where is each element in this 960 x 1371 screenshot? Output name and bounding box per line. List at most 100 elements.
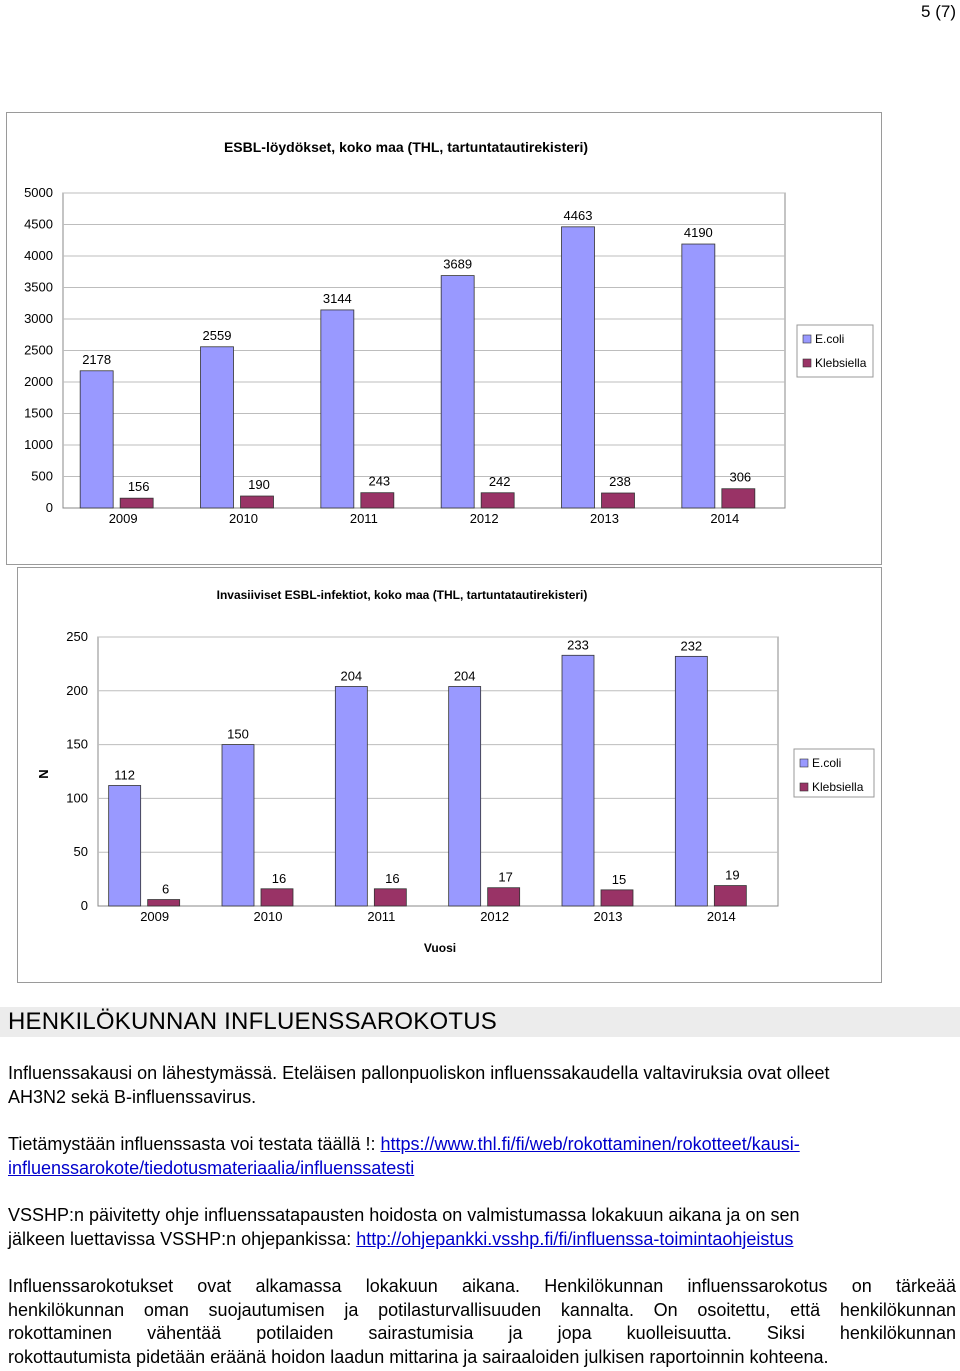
data-label-ecoli: 2178 — [82, 352, 111, 367]
data-label-klebsiella: 16 — [272, 871, 286, 886]
bar-ecoli — [334, 686, 368, 907]
x-tick-label: 2011 — [350, 511, 378, 526]
paragraph-guideline-line1: VSSHP:n päivitetty ohje influenssatapaus… — [8, 1205, 800, 1225]
paragraph-vaccination-line4: rokottautumista pidetään eräänä hoidon l… — [8, 1346, 829, 1367]
legend-swatch-klebsiella — [799, 782, 809, 792]
x-tick-label: 2012 — [480, 909, 509, 924]
data-label-klebsiella: 243 — [368, 474, 390, 489]
bar-ecoli — [681, 243, 716, 509]
x-tick-label: 2013 — [590, 511, 619, 526]
paragraph-vaccination-line2: henkilökunnan oman suojautumisen ja poti… — [8, 1299, 956, 1320]
y-tick-label: 4500 — [24, 217, 53, 232]
data-label-ecoli: 3689 — [443, 257, 472, 272]
legend-swatch-klebsiella — [802, 358, 812, 368]
guideline-link[interactable]: http://ohjepankki.vsshp.fi/fi/influenssa… — [356, 1228, 794, 1249]
bar-klebsiella — [260, 888, 294, 907]
bar-klebsiella — [601, 492, 635, 509]
bar-ecoli — [108, 785, 142, 907]
x-tick-label: 2014 — [707, 909, 736, 924]
bar-ecoli — [79, 370, 114, 509]
chart-title: ESBL-löydökset, koko maa (THL, tartuntat… — [224, 139, 588, 155]
bar-ecoli — [561, 226, 595, 509]
x-axis-label: Vuosi — [424, 941, 456, 955]
y-tick-label: 200 — [66, 683, 88, 698]
bar-ecoli — [221, 744, 255, 907]
y-tick-label: 0 — [46, 500, 53, 515]
invasive-esbl-chart-svg: Invasiiviset ESBL-infektiot, koko maa (T… — [36, 588, 875, 955]
data-label-klebsiella: 17 — [498, 870, 512, 885]
data-label-klebsiella: 6 — [162, 882, 169, 897]
data-label-ecoli: 3144 — [323, 291, 352, 306]
bar-klebsiella — [147, 899, 181, 907]
data-label-klebsiella: 16 — [385, 871, 399, 886]
bar-klebsiella — [721, 488, 756, 509]
y-tick-label: 250 — [66, 629, 88, 644]
y-tick-label: 150 — [66, 737, 88, 752]
plot-area — [97, 636, 779, 907]
legend-label-klebsiella: Klebsiella — [815, 356, 867, 370]
x-tick-label: 2012 — [470, 511, 499, 526]
data-label-klebsiella: 238 — [609, 474, 631, 489]
legend-label-ecoli: E.coli — [815, 332, 844, 346]
section-heading: HENKILÖKUNNAN INFLUENSSAROKOTUS — [0, 1007, 960, 1037]
data-label-klebsiella: 190 — [248, 477, 270, 492]
bar-ecoli — [448, 686, 482, 907]
y-axis-label: N — [36, 769, 51, 778]
invasive-esbl-chart: Invasiiviset ESBL-infektiot, koko maa (T… — [17, 567, 882, 983]
bar-ecoli — [674, 655, 708, 907]
paragraph-test: Tietämystään influenssasta voi testata t… — [8, 1133, 956, 1180]
y-tick-label: 0 — [81, 898, 88, 913]
paragraph-guideline-line2: jälkeen luettavissa VSSHP:n ohjepankissa… — [8, 1228, 956, 1252]
data-label-ecoli: 112 — [114, 767, 135, 782]
y-tick-label: 3000 — [24, 311, 53, 326]
legend-label-klebsiella: Klebsiella — [812, 780, 864, 794]
x-tick-label: 2011 — [367, 909, 395, 924]
data-label-ecoli: 204 — [340, 668, 362, 683]
bar-klebsiella — [480, 492, 515, 509]
data-label-ecoli: 232 — [680, 638, 702, 653]
paragraph-guideline: VSSHP:n päivitetty ohje influenssatapaus… — [8, 1204, 956, 1251]
bar-klebsiella — [119, 497, 154, 509]
y-tick-label: 100 — [66, 790, 88, 805]
data-label-klebsiella: 15 — [612, 872, 626, 887]
y-tick-label: 2000 — [24, 374, 53, 389]
influenza-test-link-part2[interactable]: influenssarokote/tiedotusmateriaalia/inf… — [8, 1157, 415, 1178]
bar-klebsiella — [240, 495, 274, 509]
y-tick-label: 500 — [31, 469, 53, 484]
y-tick-label: 1500 — [24, 406, 53, 421]
data-label-ecoli: 150 — [227, 727, 249, 742]
x-tick-label: 2014 — [710, 511, 739, 526]
influenza-test-link-part1[interactable]: https://www.thl.fi/fi/web/rokottaminen/r… — [380, 1134, 800, 1154]
paragraph-vaccination: Influenssarokotukset ovat alkamassa loka… — [8, 1275, 956, 1369]
esbl-findings-chart: ESBL-löydökset, koko maa (THL, tartuntat… — [6, 112, 882, 565]
data-label-ecoli: 204 — [454, 668, 476, 683]
y-tick-label: 50 — [74, 844, 88, 859]
page-number: 5 (7) — [921, 2, 956, 21]
paragraph-vaccination-line1: Influenssarokotukset ovat alkamassa loka… — [8, 1276, 956, 1296]
bar-ecoli — [561, 654, 595, 907]
y-tick-label: 4000 — [24, 248, 53, 263]
paragraph-season-line1: Influenssakausi on lähestymässä. Eteläis… — [8, 1063, 830, 1083]
bar-ecoli — [320, 309, 355, 509]
y-tick-label: 2500 — [24, 343, 53, 358]
data-label-ecoli: 233 — [567, 637, 589, 652]
data-label-klebsiella: 242 — [489, 474, 511, 489]
paragraph-vaccination-line3: rokottaminen vähentää potilaiden sairast… — [8, 1323, 956, 1343]
data-label-ecoli: 2559 — [203, 328, 232, 343]
legend-label-ecoli: E.coli — [812, 756, 841, 770]
data-label-ecoli: 4463 — [564, 208, 593, 223]
bar-klebsiella — [600, 889, 634, 907]
legend-swatch-ecoli — [799, 758, 809, 768]
bar-klebsiella — [360, 492, 395, 509]
bar-klebsiella — [487, 887, 521, 907]
data-label-ecoli: 4190 — [684, 225, 713, 240]
x-tick-label: 2010 — [229, 511, 258, 526]
x-tick-label: 2013 — [594, 909, 623, 924]
bar-klebsiella — [713, 885, 747, 907]
data-label-klebsiella: 156 — [128, 479, 150, 494]
y-tick-label: 1000 — [24, 437, 53, 452]
y-tick-label: 5000 — [24, 185, 53, 200]
esbl-findings-chart-svg: ESBL-löydökset, koko maa (THL, tartuntat… — [24, 139, 874, 526]
x-tick-label: 2009 — [140, 909, 169, 924]
bar-klebsiella — [373, 888, 407, 907]
